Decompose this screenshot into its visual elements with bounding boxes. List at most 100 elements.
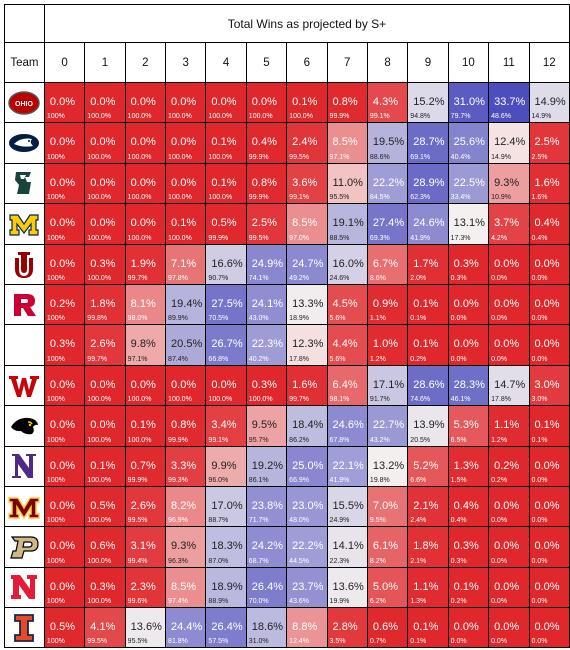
cumulative-probability-value: 0.0% <box>491 638 508 646</box>
cumulative-probability-value: 17.8% <box>289 355 310 363</box>
cumulative-probability-value: 40.4% <box>450 153 471 161</box>
cumulative-probability-value: 0.4% <box>531 234 548 242</box>
heatmap-cell: 0.0% 100.0% <box>124 81 167 124</box>
win-probability-value: 24.4% <box>171 621 203 634</box>
heatmap-cell: 9.9% 96.0% <box>205 445 247 487</box>
heatmap-cell: 24.1% 43.0% <box>245 283 288 326</box>
cumulative-probability-value: 96.3% <box>168 557 188 565</box>
heatmap-cell: 0.0% 100% <box>43 445 86 487</box>
heatmap-cell: 3.0% 3.0% <box>528 364 570 407</box>
cumulative-probability-value: 0.4% <box>450 517 467 525</box>
cumulative-probability-value: 100.0% <box>208 153 233 161</box>
win-probability-value: 5.0% <box>372 580 398 593</box>
heatmap-cell: 5.3% 6.5% <box>447 405 490 447</box>
win-probability-value: 20.5% <box>171 338 203 351</box>
win-probability-value: 12.4% <box>494 136 526 149</box>
win-probability-value: 0.1% <box>90 459 116 472</box>
cumulative-probability-value: 100.0% <box>168 113 192 121</box>
win-probability-value: 9.3% <box>494 176 520 189</box>
cumulative-probability-value: 0.0% <box>450 315 467 323</box>
win-probability-value: 0.0% <box>130 136 156 149</box>
heatmap-cell: 1.6% 99.7% <box>286 364 328 407</box>
heatmap-cell: 0.0% 0.0% <box>488 566 530 609</box>
team-logo-cell <box>4 162 45 205</box>
cumulative-probability-value: 24.9% <box>329 517 350 525</box>
rutgers-logo <box>14 293 37 316</box>
heatmap-cell: 3.6% 99.1% <box>286 162 328 205</box>
cumulative-probability-value: 100.0% <box>87 517 112 525</box>
cumulative-probability-value: 74.6% <box>410 396 431 404</box>
heatmap-cell: 0.1% 100.0% <box>124 405 167 447</box>
team-row: 0.5% 100% 4.1% 99.5% 13.6% 95.5% 24.4% 81.8% 26.… <box>4 607 570 649</box>
cumulative-probability-value: 8.6% <box>369 274 386 282</box>
cumulative-probability-value: 2.4% <box>410 517 427 525</box>
team-row: 0.0% 100% 0.0% 100.0% 0.0% 100.0% 0.0% 100.0% 0.… <box>4 162 570 205</box>
cumulative-probability-value: 99.7% <box>87 355 108 363</box>
team-row: 0.0% 100% 0.1% 100.0% 0.7% 99.9% 3.3% 99.3% 9.9%… <box>4 445 570 487</box>
heatmap-cell: 8.5% 97.0% <box>286 203 328 245</box>
win-probability-value: 1.7% <box>413 257 439 270</box>
purdue-logo <box>10 536 40 559</box>
cumulative-probability-value: 99.9% <box>127 476 148 484</box>
cumulative-probability-value: 33.4% <box>450 194 471 202</box>
win-probability-value: 26.4% <box>251 580 283 593</box>
cumulative-probability-value: 10.9% <box>491 194 511 202</box>
win-probability-value: 3.4% <box>211 419 237 432</box>
heatmap-cell: 1.8% 2.1% <box>407 526 449 568</box>
cumulative-probability-value: 31.0% <box>248 638 269 646</box>
heatmap-cell: 5.2% 6.6% <box>407 445 449 487</box>
heatmap-cell: 0.0% 100.0% <box>84 203 126 245</box>
cumulative-probability-value: 88.9% <box>208 598 229 606</box>
heatmap-cell: 0.0% 0.0% <box>528 607 570 649</box>
heatmap-cell: 1.9% 99.7% <box>124 243 167 285</box>
heatmap-cell: 0.0% 100% <box>43 566 86 609</box>
heatmap-cell: 0.0% 100.0% <box>84 122 126 164</box>
cumulative-probability-value: 79.7% <box>450 113 471 121</box>
heatmap-cell: 22.5% 33.4% <box>447 162 490 205</box>
cumulative-probability-value: 0.0% <box>491 315 508 323</box>
win-probability-value: 0.3% <box>453 257 479 270</box>
win-probability-value: 4.1% <box>90 621 116 634</box>
heatmap-cell: 6.1% 8.2% <box>366 526 409 568</box>
cumulative-probability-value: 0.0% <box>450 355 467 363</box>
win-probability-value: 0.1% <box>413 297 439 310</box>
cumulative-probability-value: 97.1% <box>329 153 350 161</box>
heatmap-cell: 1.0% 1.2% <box>366 324 409 366</box>
win-probability-value: 5.2% <box>413 459 439 472</box>
win-probability-value: 0.3% <box>90 580 116 593</box>
cumulative-probability-value: 0.1% <box>410 638 427 646</box>
heatmap-cell: 33.7% 48.6% <box>488 81 530 124</box>
heatmap-cell: 24.6% 41.9% <box>407 203 449 245</box>
win-probability-value: 0.0% <box>130 217 156 230</box>
heatmap-cell: 0.0% 100.0% <box>124 162 167 205</box>
win-probability-value: 27.5% <box>211 297 243 310</box>
heatmap-cell: 1.8% 99.8% <box>84 283 126 326</box>
wins-column-header: 1 <box>84 42 126 83</box>
team-logo-cell <box>4 445 45 487</box>
win-probability-value: 2.5% <box>534 136 560 149</box>
win-probability-value: 0.0% <box>49 136 75 149</box>
cumulative-probability-value: 1.6% <box>531 194 548 202</box>
win-probability-value: 3.3% <box>171 459 197 472</box>
win-probability-value: 0.6% <box>90 540 116 553</box>
win-probability-value: 9.3% <box>171 540 197 553</box>
heatmap-cell: 0.1% 100.0% <box>84 445 126 487</box>
cumulative-probability-value: 43.6% <box>289 598 310 606</box>
cumulative-probability-value: 0.0% <box>531 274 548 282</box>
win-probability-value: 6.4% <box>332 378 358 391</box>
heatmap-cell: 1.6% 1.6% <box>528 162 570 205</box>
cumulative-probability-value: 0.0% <box>531 598 548 606</box>
heatmap-cell: 0.3% 0.3% <box>447 526 490 568</box>
cumulative-probability-value: 100.0% <box>127 436 152 444</box>
heatmap-cell: 19.2% 86.1% <box>245 445 288 487</box>
win-probability-value: 3.7% <box>494 217 520 230</box>
win-probability-value: 22.2% <box>292 540 324 553</box>
win-probability-value: 3.1% <box>130 540 156 553</box>
win-probability-value: 1.8% <box>413 540 439 553</box>
heatmap-cell: 18.4% 86.2% <box>286 405 328 447</box>
win-probability-value: 19.1% <box>332 217 364 230</box>
heatmap-cell: 0.1% 0.2% <box>407 324 449 366</box>
heatmap-cell: 0.0% 0.0% <box>528 243 570 285</box>
cumulative-probability-value: 100.0% <box>87 113 112 121</box>
heatmap-cell: 25.0% 66.9% <box>286 445 328 487</box>
